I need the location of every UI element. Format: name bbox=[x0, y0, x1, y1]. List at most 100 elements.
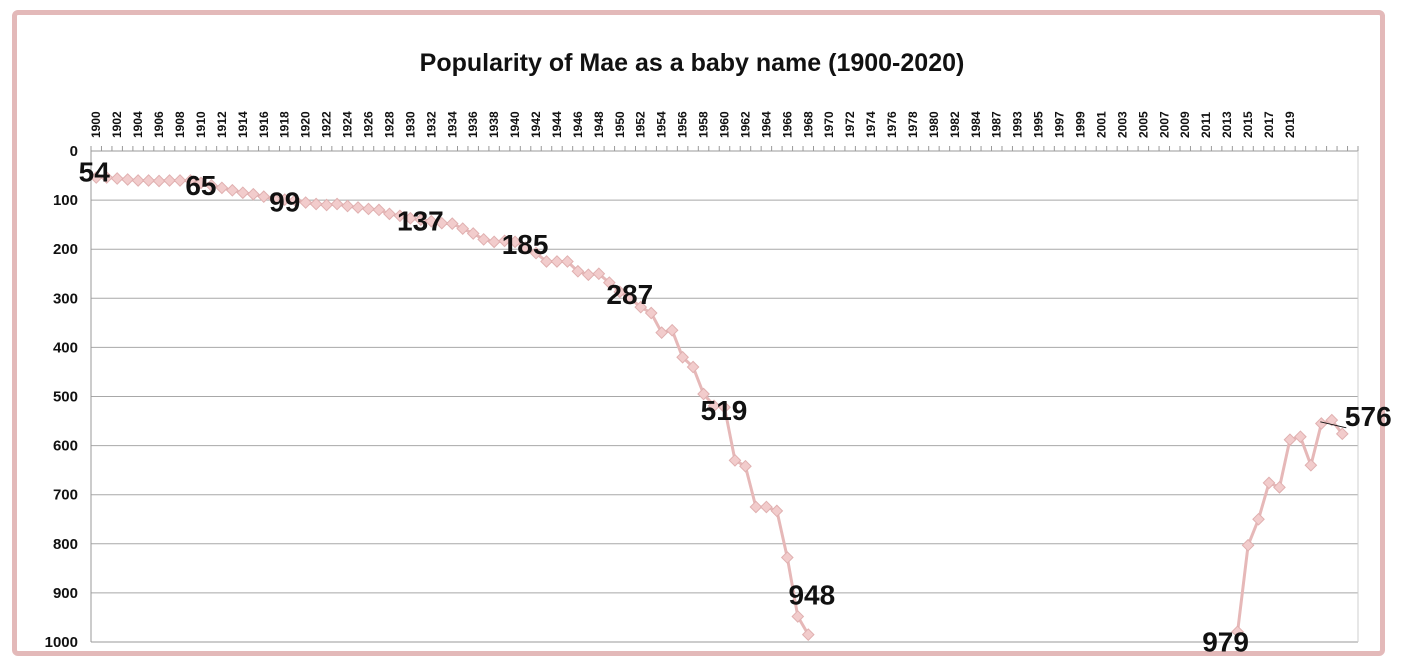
x-tick-label: 1906 bbox=[152, 111, 166, 138]
x-tick-label: 1972 bbox=[843, 111, 857, 138]
data-point bbox=[718, 400, 731, 414]
label-leader-line bbox=[1320, 421, 1347, 429]
x-tick-label: 2015 bbox=[1241, 111, 1255, 138]
y-tick-label: 100 bbox=[53, 192, 78, 209]
x-tick-label: 1948 bbox=[592, 111, 606, 138]
data-point bbox=[215, 181, 229, 195]
data-point bbox=[393, 209, 407, 223]
x-tick-label: 1904 bbox=[131, 111, 145, 138]
data-label: 287 bbox=[606, 279, 653, 310]
data-label: 576 bbox=[1345, 401, 1392, 432]
data-point bbox=[435, 216, 449, 230]
x-tick-label: 1936 bbox=[466, 111, 480, 138]
data-point bbox=[236, 186, 250, 200]
x-tick-label: 1950 bbox=[613, 111, 627, 138]
x-tick-label: 1997 bbox=[1053, 111, 1067, 138]
x-tick-label: 1940 bbox=[508, 111, 522, 138]
data-point bbox=[634, 300, 648, 314]
x-tick-label: 1924 bbox=[341, 111, 355, 138]
x-tick-label: 1968 bbox=[801, 111, 815, 138]
chart-title: Popularity of Mae as a baby name (1900-2… bbox=[420, 49, 965, 77]
data-label: 979 bbox=[1202, 627, 1249, 658]
y-tick-label: 200 bbox=[53, 241, 78, 258]
y-tick-label: 500 bbox=[53, 389, 78, 406]
data-point bbox=[267, 192, 281, 205]
x-tick-label: 1930 bbox=[403, 111, 417, 138]
chart-frame bbox=[12, 10, 1385, 656]
x-tick-label: 1908 bbox=[173, 111, 187, 138]
x-tick-label: 2003 bbox=[1115, 111, 1129, 138]
x-tick-label: 1914 bbox=[236, 111, 250, 138]
data-point bbox=[456, 222, 470, 235]
data-point bbox=[184, 174, 197, 187]
series-line-segment bbox=[1236, 418, 1344, 632]
data-point bbox=[613, 285, 627, 299]
data-label: 54 bbox=[79, 157, 111, 188]
data-point bbox=[110, 172, 124, 185]
data-point bbox=[320, 198, 333, 212]
data-point bbox=[760, 500, 773, 514]
x-tick-label: 2007 bbox=[1157, 111, 1171, 138]
data-point bbox=[152, 174, 166, 188]
data-label: 185 bbox=[502, 229, 549, 260]
x-tick-label: 1918 bbox=[278, 111, 292, 138]
data-point bbox=[424, 214, 438, 228]
data-point bbox=[1325, 413, 1339, 427]
data-point bbox=[728, 453, 742, 467]
x-tick-label: 1952 bbox=[634, 111, 648, 138]
x-tick-label: 1978 bbox=[906, 111, 920, 138]
data-point bbox=[194, 176, 208, 190]
x-tick-label: 1934 bbox=[445, 111, 459, 138]
data-label: 65 bbox=[185, 170, 216, 201]
data-label: 99 bbox=[269, 187, 300, 218]
series-markers bbox=[89, 171, 1349, 641]
data-point bbox=[644, 306, 658, 320]
data-point bbox=[288, 193, 302, 207]
data-point bbox=[739, 459, 752, 473]
y-tick-label: 1000 bbox=[45, 634, 78, 651]
x-axis-ticks: 1900 1902 1904 1906 1908 1910 1912 1914 1916 1918… bbox=[89, 111, 1359, 151]
x-tick-label: 2005 bbox=[1136, 111, 1150, 138]
data-point bbox=[205, 179, 218, 192]
x-tick-label: 1993 bbox=[1011, 111, 1025, 138]
data-point bbox=[1241, 538, 1255, 552]
x-tick-label: 1956 bbox=[676, 111, 690, 138]
data-point bbox=[173, 174, 187, 187]
x-tick-label: 1984 bbox=[969, 111, 983, 138]
data-point bbox=[801, 628, 815, 641]
data-point bbox=[351, 201, 365, 214]
data-point bbox=[1252, 512, 1265, 526]
data-point bbox=[602, 276, 616, 289]
x-tick-label: 2009 bbox=[1178, 111, 1192, 138]
data-point bbox=[330, 197, 344, 211]
x-tick-label: 1938 bbox=[487, 111, 501, 138]
y-tick-label: 900 bbox=[53, 585, 78, 602]
data-point bbox=[163, 174, 176, 187]
data-point bbox=[707, 399, 721, 413]
data-point bbox=[1314, 417, 1328, 430]
x-tick-label: 1964 bbox=[759, 111, 773, 138]
x-tick-label: 1962 bbox=[738, 111, 752, 138]
data-point bbox=[1294, 430, 1307, 444]
data-label: 137 bbox=[397, 205, 444, 236]
data-point bbox=[89, 171, 103, 184]
data-point bbox=[1283, 433, 1297, 447]
data-point bbox=[550, 255, 564, 268]
data-point bbox=[519, 241, 532, 255]
data-point bbox=[665, 323, 679, 337]
data-point bbox=[1304, 458, 1318, 472]
y-axis-ticks: 0 100 200 300 400 500 600 700 800 900 1000 bbox=[45, 143, 78, 651]
data-point bbox=[508, 235, 522, 249]
data-point bbox=[309, 197, 323, 211]
x-tick-label: 1974 bbox=[864, 111, 878, 138]
x-tick-label: 1932 bbox=[424, 111, 438, 138]
x-tick-label: 2011 bbox=[1199, 112, 1213, 138]
data-point bbox=[655, 326, 669, 340]
data-point bbox=[540, 255, 553, 268]
data-point bbox=[341, 199, 354, 213]
x-tick-label: 1970 bbox=[822, 111, 836, 138]
data-point bbox=[487, 235, 501, 249]
x-tick-label: 1910 bbox=[194, 111, 208, 138]
data-point bbox=[466, 227, 480, 240]
